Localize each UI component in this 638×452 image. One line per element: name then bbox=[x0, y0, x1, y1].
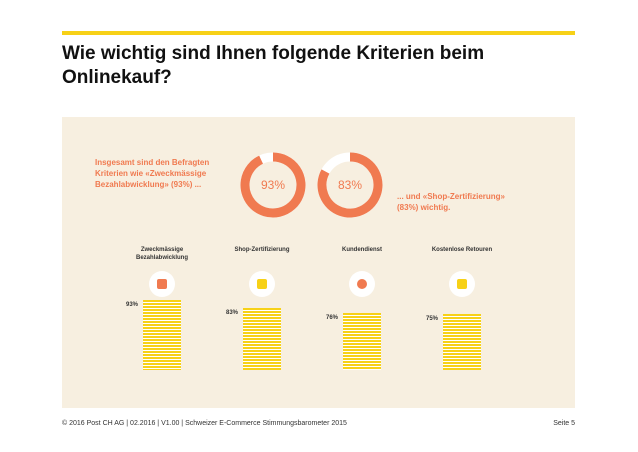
donut-label: 93% bbox=[261, 178, 285, 192]
category-label: Kundendienst bbox=[342, 247, 382, 253]
icon-glyph bbox=[157, 279, 167, 289]
icon-glyph bbox=[457, 279, 467, 289]
footer-right: Seite 5 bbox=[553, 420, 575, 427]
value-label: 93% bbox=[125, 302, 138, 309]
category-label: Shop-Zertifizierung bbox=[234, 247, 290, 253]
value-label: 75% bbox=[425, 315, 438, 322]
bar bbox=[443, 313, 481, 370]
value-label: 83% bbox=[225, 309, 238, 316]
annotation: ... und «Shop-Zertifizierung» (83%) wich… bbox=[397, 192, 505, 212]
bar bbox=[343, 313, 381, 370]
icon-glyph bbox=[257, 279, 267, 289]
category-label: Kostenlose Retouren bbox=[431, 247, 493, 253]
top-rule bbox=[62, 31, 575, 35]
footer-left: © 2016 Post CH AG | 02.2016 | V1.00 | Sc… bbox=[62, 420, 347, 427]
annotation: Insgesamt sind den Befragten Kriterien w… bbox=[95, 158, 210, 189]
value-label: 76% bbox=[325, 315, 338, 321]
icon-glyph bbox=[357, 279, 367, 289]
bar bbox=[143, 300, 181, 370]
donut-arc bbox=[240, 152, 306, 218]
donut-label: 83% bbox=[338, 178, 362, 192]
bar bbox=[243, 307, 281, 370]
category-label: Zweckmässige Bezahlabwicklung bbox=[135, 247, 188, 261]
donut-arc bbox=[317, 152, 383, 218]
slide-title: Wie wichtig sind Ihnen folgende Kriterie… bbox=[62, 43, 485, 88]
